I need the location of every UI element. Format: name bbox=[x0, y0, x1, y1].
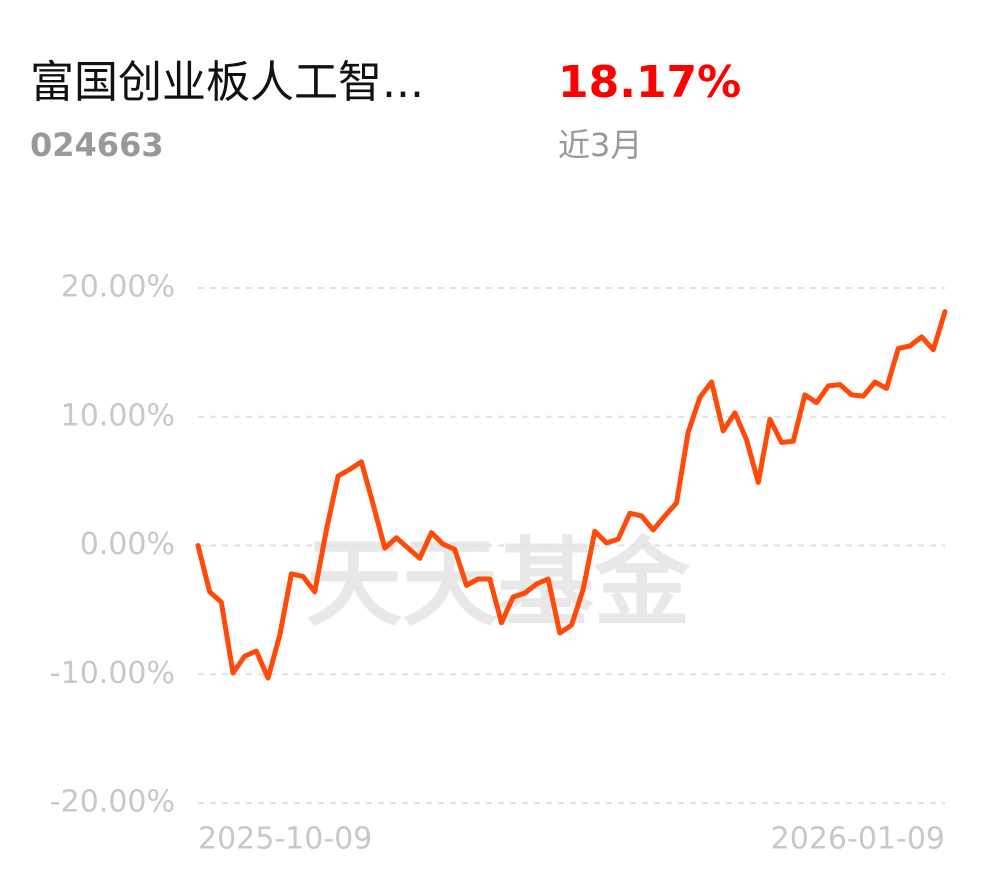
fund-name: 富国创业板人工智... bbox=[30, 57, 424, 108]
x-tick-label: 2025-10-09 bbox=[198, 822, 372, 857]
y-tick-label: 20.00% bbox=[61, 270, 175, 305]
line-series bbox=[195, 309, 948, 681]
y-tick-label: -20.00% bbox=[50, 785, 175, 820]
y-tick-label: 0.00% bbox=[80, 527, 175, 562]
return-value: 18.17% bbox=[558, 57, 741, 108]
y-tick-label: -10.00% bbox=[50, 656, 175, 691]
watermark: 天天基金 bbox=[306, 527, 691, 639]
x-tick-label: 2026-01-09 bbox=[771, 822, 945, 857]
fund-code: 024663 bbox=[30, 126, 164, 164]
period-label: 近3月 bbox=[558, 126, 642, 164]
y-tick-label: 10.00% bbox=[61, 398, 175, 433]
